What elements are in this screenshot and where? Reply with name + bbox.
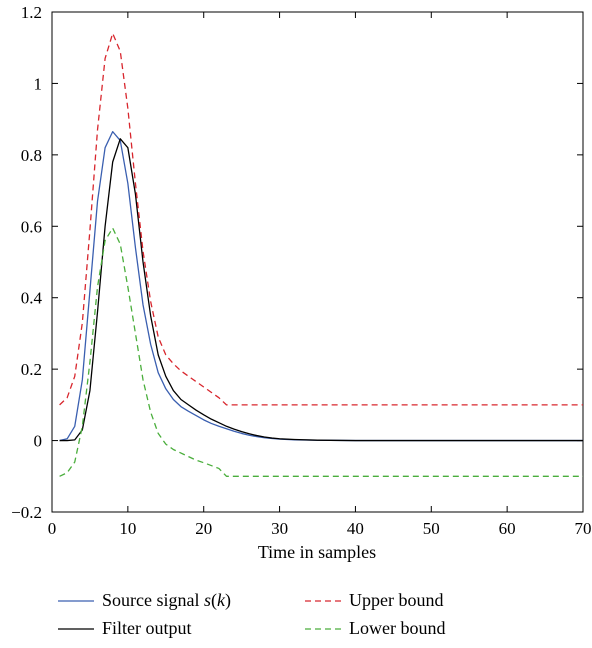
legend-label-2: Filter output [102, 618, 192, 638]
legend: Source signal s(k) Filter output Upper bou… [58, 590, 445, 638]
y-tick-label: 1.2 [21, 3, 42, 22]
x-tick-label: 30 [271, 519, 288, 538]
tick-layer: 0 10 20 30 40 50 60 70 −0.2 0 0.2 0.4 0.6 0.8 1 1.2 [11, 3, 591, 538]
x-tick-label: 0 [48, 519, 57, 538]
series-layer [59, 32, 583, 477]
legend-label-4: Lower bound [349, 618, 445, 638]
x-tick-label: 70 [575, 519, 592, 538]
series-line-2 [59, 138, 583, 442]
x-tick-label: 40 [347, 519, 364, 538]
x-tick-label: 50 [423, 519, 440, 538]
y-tick-label: 0.2 [21, 360, 42, 379]
x-tick-label: 10 [119, 519, 136, 538]
legend-label-1: Source signal s(k) [102, 590, 231, 611]
y-tick-label: 0 [34, 432, 43, 451]
y-tick-label: −0.2 [11, 503, 42, 522]
plot-area [51, 11, 584, 513]
y-tick-label: 1 [34, 74, 43, 93]
series-line-4 [59, 227, 583, 477]
x-axis-label: Time in samples [258, 542, 376, 562]
legend-label-3: Upper bound [349, 590, 443, 610]
y-tick-label: 0.6 [21, 217, 42, 236]
y-tick-label: 0.4 [21, 289, 43, 308]
x-tick-label: 60 [499, 519, 516, 538]
y-tick-label: 0.8 [21, 146, 42, 165]
x-tick-label: 20 [195, 519, 212, 538]
series-line-3 [59, 32, 583, 406]
